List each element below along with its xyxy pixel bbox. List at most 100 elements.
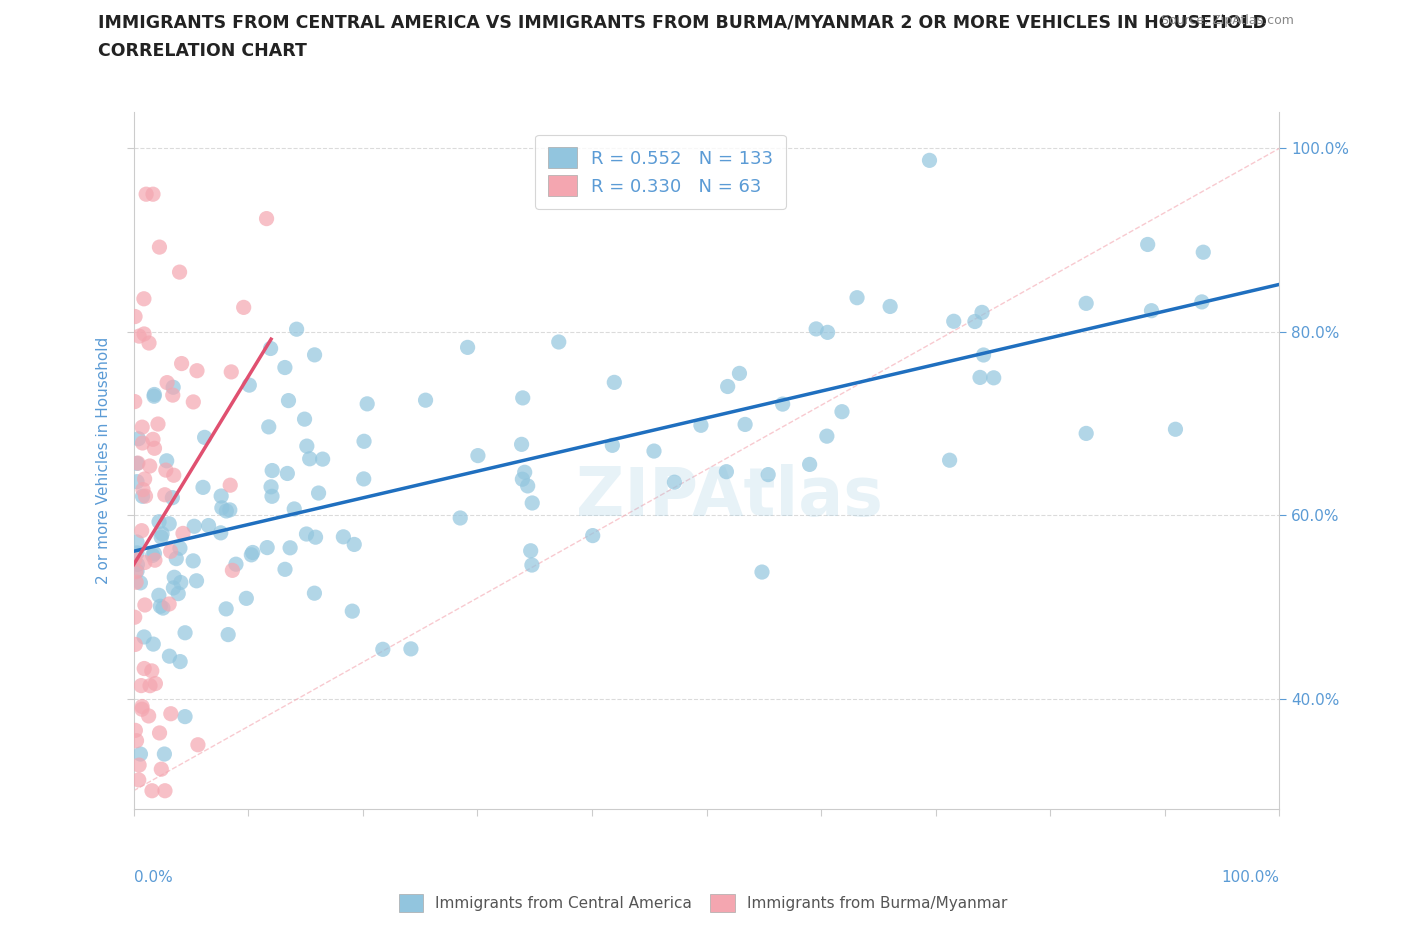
Point [145,676,167,691]
Point [522,496,544,511]
Legend: Immigrants from Central America, Immigrants from Burma/Myanmar: Immigrants from Central America, Immigra… [392,888,1014,918]
Point [159,649,181,664]
Point [274,562,297,577]
Legend: R = 0.552   N = 133, R = 0.330   N = 63: R = 0.552 N = 133, R = 0.330 N = 63 [536,135,786,209]
Point [879,299,901,314]
Point [512,391,534,405]
Point [603,375,626,390]
Point [124,394,146,409]
Point [153,783,176,798]
Point [215,602,238,617]
Point [172,526,194,541]
Point [283,501,305,516]
Point [817,325,839,339]
Point [260,479,283,494]
Point [690,418,713,432]
Point [664,474,686,489]
Point [353,472,375,486]
Text: CORRELATION CHART: CORRELATION CHART [98,42,308,60]
Point [304,530,326,545]
Point [211,500,233,515]
Point [734,417,756,432]
Point [285,322,308,337]
Point [142,187,165,202]
Point [1164,422,1187,437]
Point [221,563,243,578]
Point [153,747,176,762]
Point [125,535,148,550]
Point [751,565,773,579]
Point [131,699,153,714]
Point [159,706,181,721]
Point [127,456,149,471]
Point [467,448,489,463]
Point [232,300,254,315]
Point [191,480,214,495]
Point [547,335,569,350]
Point [125,733,148,748]
Point [134,555,156,570]
Point [152,601,174,616]
Point [1192,245,1215,259]
Point [942,313,965,328]
Point [983,370,1005,385]
Point [146,417,169,432]
Point [186,364,208,379]
Point [125,474,148,489]
Point [162,379,184,394]
Point [259,341,281,356]
Point [846,290,869,305]
Point [415,392,437,407]
Text: 0.0%: 0.0% [134,870,173,884]
Point [772,397,794,412]
Point [169,654,191,669]
Point [134,598,156,613]
Point [181,553,204,568]
Point [716,464,738,479]
Point [127,557,149,572]
Point [143,546,166,561]
Point [225,557,247,572]
Point [520,558,543,573]
Point [132,291,155,306]
Point [799,457,821,472]
Point [277,393,299,408]
Point [512,472,534,486]
Point [295,439,318,454]
Point [181,394,204,409]
Point [174,710,197,724]
Point [170,356,193,371]
Point [132,482,155,497]
Point [125,565,148,579]
Point [356,396,378,411]
Point [135,187,157,202]
Point [128,773,150,788]
Point [963,314,986,329]
Point [815,429,838,444]
Point [167,586,190,601]
Point [242,545,264,560]
Point [973,348,995,363]
Point [134,488,156,503]
Point [125,575,148,590]
Point [129,747,152,762]
Point [143,552,166,567]
Point [235,591,257,605]
Point [128,328,150,343]
Point [162,388,184,403]
Point [1140,303,1163,318]
Point [155,462,177,477]
Point [804,322,827,337]
Point [148,588,170,603]
Point [510,437,533,452]
Point [124,637,146,652]
Point [582,528,605,543]
Point [371,642,394,657]
Point [129,576,152,591]
Point [260,489,283,504]
Point [150,762,173,777]
Point [219,365,242,379]
Point [148,725,170,740]
Point [131,489,153,504]
Point [139,458,162,473]
